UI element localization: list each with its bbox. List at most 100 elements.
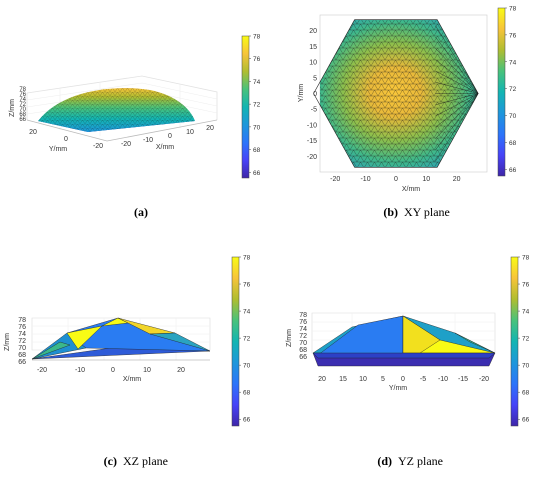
colorbar-c-tick-label: 66 — [243, 417, 251, 424]
panel-a: Z/mm 78 76 74 72 70 68 66 20 0 -20 Y/mm … — [9, 75, 218, 153]
panel-b-fan-line — [435, 59, 479, 94]
panel-a-ztick: 72 — [19, 102, 26, 108]
panel-b-ylabel: Y/mm — [298, 84, 305, 102]
colorbar-a-scale — [241, 35, 250, 179]
panel-a-zlabel: Z/mm — [9, 99, 16, 117]
panel-c-ylabel: Z/mm — [4, 333, 11, 351]
panel-a-zticks: 78 76 74 72 70 68 66 — [19, 87, 26, 123]
caption-b-text: XY plane — [404, 205, 450, 219]
panel-b-ytick: 5 — [313, 75, 317, 82]
panel-c-ytick: 66 — [18, 359, 26, 366]
panel-d-xtick: 20 — [318, 376, 326, 383]
panel-b-ytick: 15 — [309, 44, 317, 51]
panel-a-dome-mesh — [38, 88, 195, 132]
panel-b-ytick: 10 — [309, 60, 317, 67]
colorbar-c-tick-label: 76 — [243, 282, 251, 289]
colorbar-d-tick-label: 68 — [522, 390, 530, 397]
panel-c: 78 76 74 72 70 68 66 Z/mm -20 -10 0 10 2… — [4, 317, 211, 383]
colorbar-b-tick-label: 68 — [509, 140, 517, 147]
colorbars: 6668707274767866687072747678666870727476… — [231, 6, 530, 427]
panel-d-ytick: 68 — [299, 347, 307, 354]
colorbar-c-tick-label: 68 — [243, 390, 251, 397]
colorbar-d: 66 68 70 72 74 76 78 — [510, 255, 530, 427]
colorbar-b-tick-label: 70 — [509, 113, 517, 120]
panel-b-ytick: -5 — [311, 107, 317, 114]
colorbar-a-tick-label: 68 — [253, 147, 261, 154]
panel-d-ylabel: Z/mm — [286, 329, 293, 347]
panel-b-xtick: -20 — [330, 176, 340, 183]
panel-a-ztick: 68 — [19, 112, 26, 118]
colorbar-c-tick-label: 72 — [243, 336, 251, 343]
colorbar-c-tick-label: 74 — [243, 309, 251, 316]
panel-c-xtick: -10 — [75, 367, 85, 374]
panel-d-ytick: 74 — [299, 326, 307, 333]
panel-b-ytick: -20 — [307, 154, 317, 161]
panel-a-ztick: 70 — [19, 107, 26, 113]
colorbar-c-scale — [231, 256, 240, 427]
panel-b-xtick: 0 — [394, 176, 398, 183]
panel-c-ytick: 78 — [18, 317, 26, 324]
panel-b-fan-line — [435, 93, 479, 128]
panel-c-xtick: -20 — [37, 367, 47, 374]
panel-c-xlabel: X/mm — [123, 376, 141, 383]
panel-b: -20 -10 0 10 20 20 15 10 5 0 -5 -10 -15 -20 X/mm Y/m… — [298, 14, 488, 193]
panel-c-ytick: 74 — [18, 331, 26, 338]
panel-c-xtick: 0 — [111, 367, 115, 374]
panel-a-xlabel: X/mm — [156, 144, 174, 151]
colorbar-d-tick-label: 70 — [522, 363, 530, 370]
panel-a-ztick: 74 — [19, 97, 26, 103]
panel-c-yticks: 78 76 74 72 70 68 66 — [18, 317, 26, 366]
panel-b-xtick: 20 — [453, 176, 461, 183]
panel-d-xtick: 5 — [381, 376, 385, 383]
caption-d-text: YZ plane — [398, 454, 443, 468]
panel-b-fan-line — [435, 93, 479, 139]
colorbar-b-tick-label: 74 — [509, 59, 517, 66]
caption-c-label: (c) — [104, 454, 117, 468]
panel-d-xtick: -15 — [458, 376, 468, 383]
colorbar-b-tick-label: 76 — [509, 32, 517, 39]
panel-c-facet-yellow-a — [66, 325, 103, 350]
panel-a-xtick: 20 — [206, 125, 214, 132]
colorbar-b: 66 68 70 72 74 76 78 — [497, 6, 517, 177]
panel-d-ytick: 70 — [299, 340, 307, 347]
panel-d-facet-bottom — [312, 352, 496, 359]
panel-b-fan-line — [435, 82, 479, 94]
caption-c-text: XZ plane — [123, 454, 168, 468]
caption-b-label: (b) — [383, 205, 398, 219]
colorbar-d-tick-label: 72 — [522, 336, 530, 343]
panel-a-xtick: 10 — [186, 129, 194, 136]
panel-b-fan-line — [435, 93, 479, 105]
panel-d-xtick: 0 — [401, 376, 405, 383]
colorbar-a-tick-label: 78 — [253, 34, 261, 41]
colorbar-c-tick-label: 78 — [243, 255, 251, 262]
panel-b-yticks: 20 15 10 5 0 -5 -10 -15 -20 — [307, 28, 317, 161]
panel-a-ztick: 66 — [19, 117, 26, 123]
colorbar-d-tick-label: 78 — [522, 255, 530, 262]
panel-a-xtick: -20 — [121, 141, 131, 148]
panel-b-xtick: 10 — [422, 176, 430, 183]
panel-b-hexagon-outline — [313, 19, 479, 168]
panel-a-ylabel: Y/mm — [49, 146, 67, 153]
colorbar-b-tick-label: 78 — [509, 6, 517, 13]
panel-c-ytick: 72 — [18, 338, 26, 345]
panel-c-xticks: -20 -10 0 10 20 — [37, 367, 185, 374]
panel-a-yticks: 20 0 -20 — [29, 129, 103, 150]
colorbar-b-tick-label: 66 — [509, 167, 517, 174]
colorbar-c-tick-label: 70 — [243, 363, 251, 370]
colorbar-a-tick-label: 74 — [253, 79, 261, 86]
colorbar-a-tick-label: 72 — [253, 102, 261, 109]
panel-d-ytick: 76 — [299, 319, 307, 326]
panel-a-xtick: 0 — [168, 133, 172, 140]
panel-d-xticks: 20 15 10 5 0 -5 -10 -15 -20 — [318, 376, 489, 383]
panel-c-ytick: 70 — [18, 345, 26, 352]
colorbar-a-tick-label: 76 — [253, 56, 261, 63]
panel-b-fan-line — [435, 36, 479, 94]
panel-b-xtick: -10 — [360, 176, 370, 183]
panel-c-ytick: 76 — [18, 324, 26, 331]
colorbar-d-scale — [510, 256, 519, 427]
colorbar-d-tick-label: 66 — [522, 417, 530, 424]
panel-b-fan-line — [435, 93, 479, 162]
panel-d-ytick: 72 — [299, 333, 307, 340]
panel-a-ztick: 76 — [19, 92, 26, 98]
